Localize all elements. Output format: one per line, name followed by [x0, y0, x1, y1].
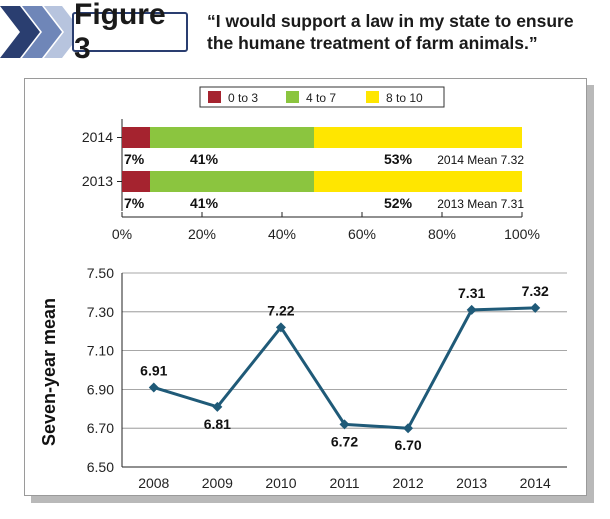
mean-annotation: 2014 Mean 7.32 — [437, 153, 524, 167]
data-point — [339, 419, 350, 430]
legend-label: 4 to 7 — [306, 91, 336, 105]
data-label: 52% — [384, 195, 413, 211]
x-tick-label: 80% — [428, 226, 456, 242]
data-point — [148, 382, 159, 393]
category-label: 2013 — [82, 173, 113, 189]
data-label: 7% — [124, 151, 145, 167]
chart-question: “I would support a law in my state to en… — [207, 11, 574, 53]
y-tick-label: 6.70 — [87, 420, 114, 436]
x-tick-label: 0% — [112, 226, 132, 242]
series-line — [153, 306, 536, 430]
y-axis-title: Seven-year mean — [39, 298, 59, 446]
legend-label: 8 to 10 — [386, 91, 423, 105]
y-tick-label: 7.30 — [87, 304, 114, 320]
data-label: 53% — [384, 151, 413, 167]
x-tick-label: 40% — [268, 226, 296, 242]
x-tick-label: 60% — [348, 226, 376, 242]
y-tick-label: 6.50 — [87, 459, 114, 475]
data-point — [530, 302, 541, 313]
figure-label: Figure 3 — [72, 0, 188, 65]
data-label: 7.32 — [522, 283, 549, 299]
data-label: 41% — [190, 151, 219, 167]
x-tick-label: 2008 — [138, 475, 169, 491]
x-tick-label: 2013 — [456, 475, 487, 491]
bar-segment — [314, 127, 522, 148]
category-label: 2014 — [82, 129, 113, 145]
chart-panel: 0 to 3 4 to 7 8 to 10 2014 7% 41% 53% 2014 Mean… — [24, 78, 587, 496]
legend-swatch — [286, 91, 299, 103]
x-tick-label: 2014 — [520, 475, 551, 491]
data-label: 6.72 — [331, 433, 358, 449]
legend-swatch — [366, 91, 379, 103]
data-label: 41% — [190, 195, 219, 211]
data-label: 6.91 — [140, 362, 167, 378]
x-tick-label: 2010 — [265, 475, 296, 491]
y-tick-label: 7.50 — [87, 265, 114, 281]
mean-annotation: 2013 Mean 7.31 — [437, 197, 524, 211]
legend-swatch — [208, 91, 221, 103]
x-tick-label: 2009 — [202, 475, 233, 491]
bar-segment — [122, 127, 150, 148]
x-tick-label: 100% — [504, 226, 540, 242]
data-point — [403, 423, 414, 434]
legend-box — [199, 86, 445, 108]
bar-segment — [150, 171, 314, 192]
data-label: 6.70 — [394, 437, 421, 453]
y-tick-label: 7.10 — [87, 343, 114, 359]
x-tick-label: 2011 — [329, 475, 359, 491]
bar-segment — [314, 171, 522, 192]
data-label: 7.22 — [267, 302, 294, 318]
x-tick-label: 20% — [188, 226, 216, 242]
data-label: 7% — [124, 195, 145, 211]
data-point — [466, 304, 477, 315]
data-label: 6.81 — [204, 416, 231, 432]
x-tick-label: 2012 — [392, 475, 423, 491]
legend-label: 0 to 3 — [228, 91, 258, 105]
figure-chevron-icon — [0, 6, 80, 58]
bar-segment — [150, 127, 314, 148]
data-point — [275, 322, 286, 333]
y-tick-label: 6.90 — [87, 381, 114, 397]
data-point — [212, 401, 223, 412]
line-chart: 6.50 6.70 6.90 7.10 7.30 7.50 Seven-year mean 2… — [39, 265, 567, 491]
bar-segment — [122, 171, 150, 192]
stacked-bar-chart: 0 to 3 4 to 7 8 to 10 2014 7% 41% 53% 2014 Mean… — [82, 86, 540, 242]
data-label: 7.31 — [458, 285, 485, 301]
